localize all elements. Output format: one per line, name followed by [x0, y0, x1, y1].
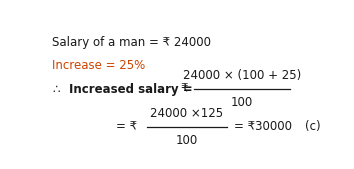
Text: 24000 ×125: 24000 ×125: [150, 107, 223, 120]
Text: 100: 100: [176, 134, 198, 147]
Text: Salary of a man = ₹ 24000: Salary of a man = ₹ 24000: [52, 36, 211, 49]
Text: 24000 × (100 + 25): 24000 × (100 + 25): [183, 69, 301, 82]
Text: ₹: ₹: [180, 83, 188, 96]
Text: = ₹30000: = ₹30000: [234, 120, 292, 134]
Text: Increase = 25%: Increase = 25%: [52, 59, 146, 72]
Text: (c): (c): [305, 120, 320, 134]
Text: Increased salary =: Increased salary =: [69, 83, 197, 96]
Text: ∴: ∴: [52, 83, 60, 96]
Text: 100: 100: [231, 96, 253, 109]
Text: = ₹: = ₹: [115, 120, 137, 134]
